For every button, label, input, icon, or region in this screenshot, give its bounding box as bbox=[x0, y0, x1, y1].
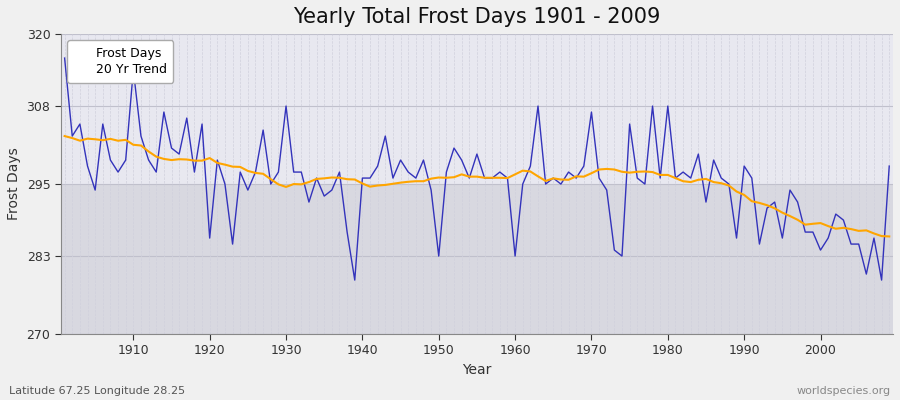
20 Yr Trend bbox=[509, 172, 520, 177]
Text: Latitude 67.25 Longitude 28.25: Latitude 67.25 Longitude 28.25 bbox=[9, 386, 185, 396]
20 Yr Trend bbox=[601, 166, 612, 171]
X-axis label: Year: Year bbox=[463, 363, 491, 377]
Frost Days bbox=[288, 170, 299, 174]
Text: worldspecies.org: worldspecies.org bbox=[796, 386, 891, 396]
Frost Days bbox=[59, 56, 70, 60]
20 Yr Trend bbox=[502, 176, 513, 180]
20 Yr Trend bbox=[334, 175, 345, 180]
Frost Days bbox=[334, 170, 345, 174]
Legend: Frost Days, 20 Yr Trend: Frost Days, 20 Yr Trend bbox=[67, 40, 173, 82]
20 Yr Trend bbox=[59, 134, 70, 138]
Frost Days bbox=[518, 182, 528, 186]
Frost Days bbox=[121, 158, 131, 162]
Line: Frost Days: Frost Days bbox=[65, 58, 889, 280]
20 Yr Trend bbox=[121, 138, 131, 142]
Frost Days bbox=[349, 278, 360, 282]
Title: Yearly Total Frost Days 1901 - 2009: Yearly Total Frost Days 1901 - 2009 bbox=[293, 7, 661, 27]
20 Yr Trend bbox=[884, 234, 895, 239]
20 Yr Trend bbox=[288, 182, 299, 186]
Y-axis label: Frost Days: Frost Days bbox=[7, 148, 21, 220]
Bar bbox=[61, 184, 893, 334]
Frost Days bbox=[884, 164, 895, 168]
Frost Days bbox=[509, 254, 520, 258]
Frost Days bbox=[609, 248, 620, 252]
Line: 20 Yr Trend: 20 Yr Trend bbox=[65, 136, 889, 236]
